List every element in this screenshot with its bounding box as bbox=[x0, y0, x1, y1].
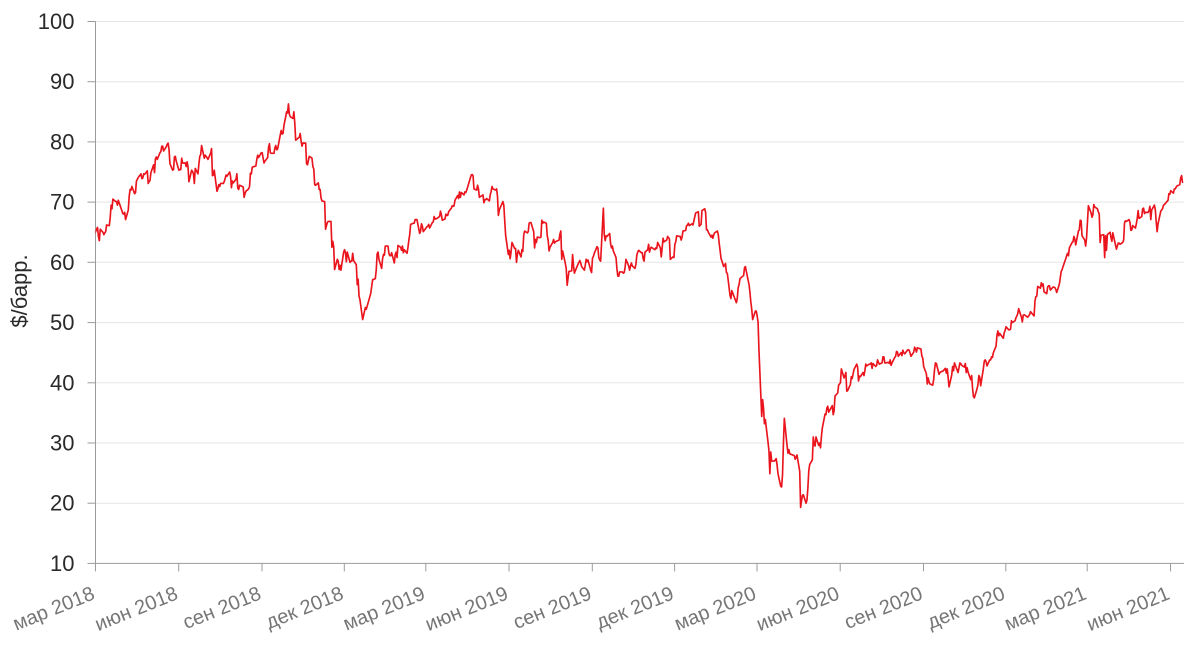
svg-text:30: 30 bbox=[50, 431, 74, 456]
svg-text:100: 100 bbox=[38, 9, 75, 34]
svg-text:20: 20 bbox=[50, 491, 74, 516]
svg-text:90: 90 bbox=[50, 69, 74, 94]
svg-text:10: 10 bbox=[50, 551, 74, 576]
svg-text:50: 50 bbox=[50, 310, 74, 335]
svg-text:60: 60 bbox=[50, 250, 74, 275]
svg-text:40: 40 bbox=[50, 370, 74, 395]
svg-text:70: 70 bbox=[50, 190, 74, 215]
svg-text:80: 80 bbox=[50, 129, 74, 154]
svg-text:$/барр.: $/барр. bbox=[7, 254, 32, 327]
